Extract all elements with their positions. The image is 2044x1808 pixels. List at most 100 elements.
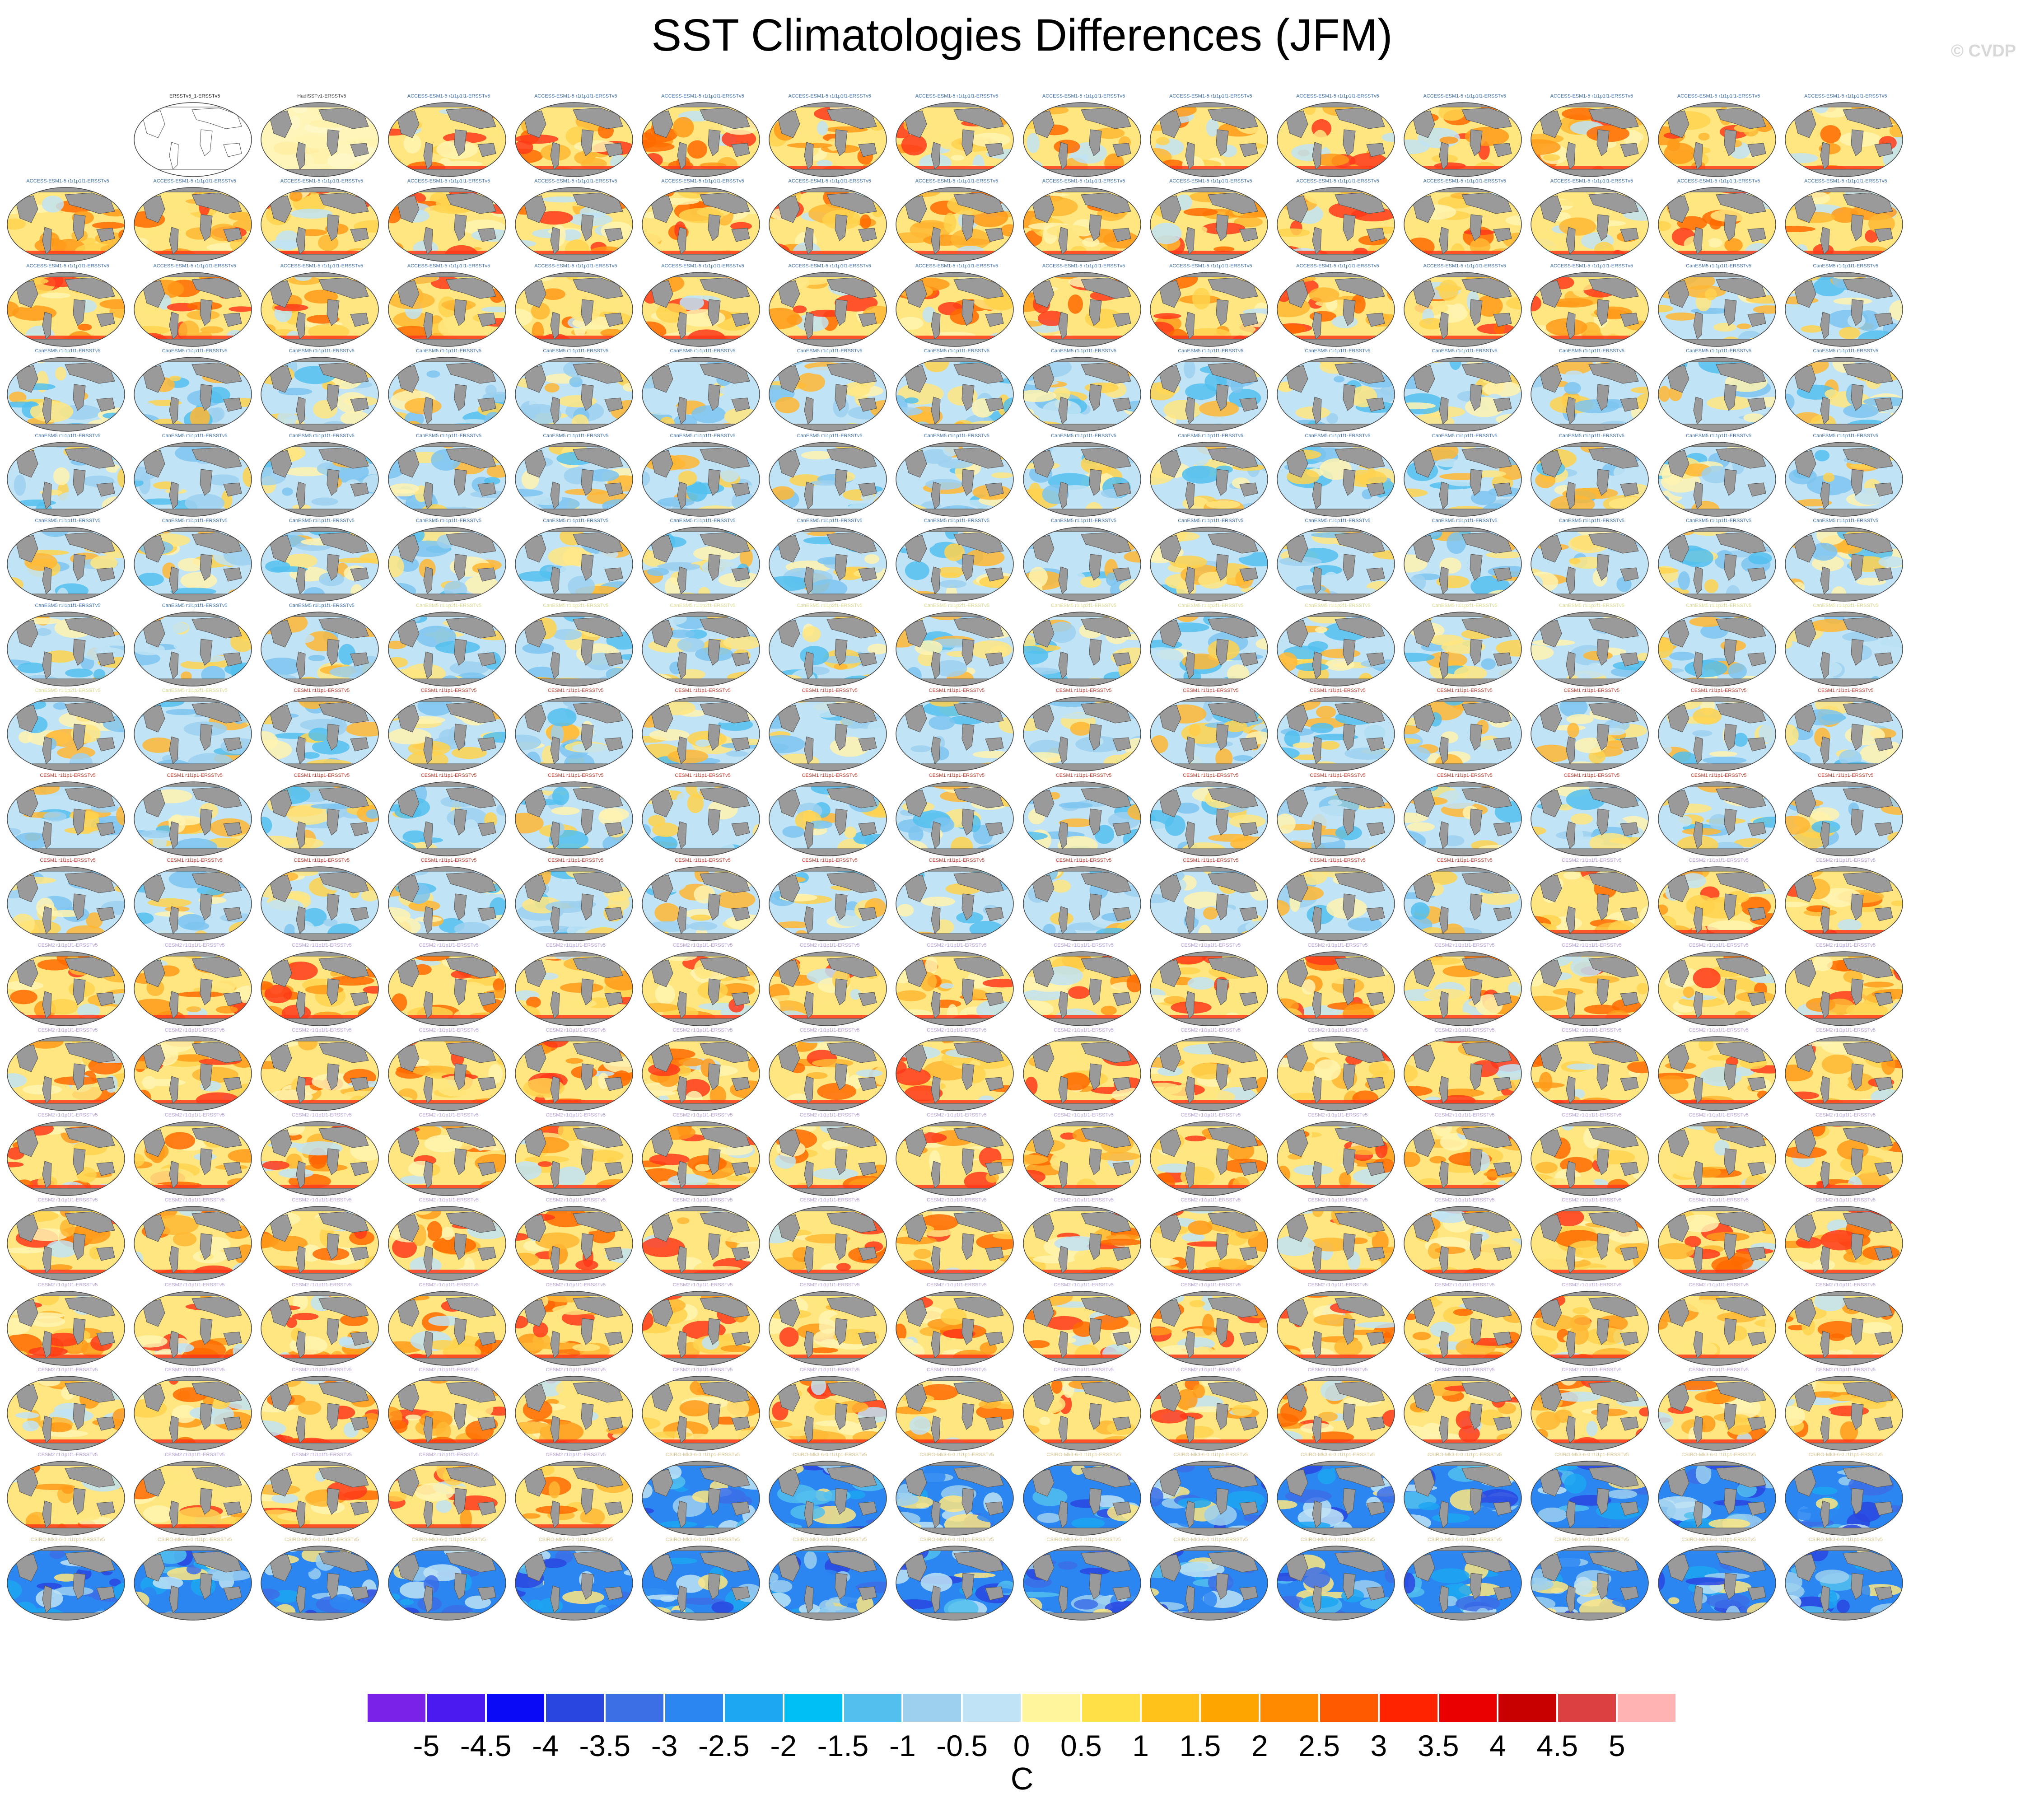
map-panel: CESM1 r1i1p1-ERSSTv5: [1403, 772, 1526, 857]
map-panel: CanESM5 r1i1p1f1-ERSSTv5: [133, 602, 256, 687]
colorbar-ticks: -5 -4.5 -4 -3.5 -3 -2.5 -2 -1.5 -1 -0.5 0 0.5 1 1.5 2 2…: [367, 1730, 1676, 1761]
sst-difference-map: [261, 612, 379, 687]
panel-title: CESM2 r1i1p1f1-ERSSTv5: [164, 1112, 225, 1118]
panel-title: CanESM5 r1i1p1f1-ERSSTv5: [416, 518, 482, 523]
colorbar-tick-label: -3.5: [579, 1729, 631, 1762]
sst-difference-map: [134, 1461, 252, 1536]
map-panel: CESM1 r1i1p1-ERSSTv5: [6, 772, 129, 857]
sst-difference-map: [769, 1036, 887, 1111]
panel-title: CanESM5 r1i1p1f1-ERSSTv5: [1432, 518, 1498, 523]
sst-difference-map: [1150, 357, 1268, 432]
map-panel: CESM2 r1i1p1f1-ERSSTv5: [260, 1451, 383, 1536]
figure-title: SST Climatologies Differences (JFM): [651, 10, 1393, 61]
sst-difference-map: [896, 527, 1014, 602]
panel-title: CanESM5 r1i1p1f1-ERSSTv5: [670, 433, 736, 439]
panel-title: CESM2 r1i1p1f1-ERSSTv5: [1815, 1112, 1876, 1118]
sst-difference-map: [769, 1206, 887, 1281]
sst-difference-map: [1404, 187, 1522, 262]
map-panel: CSIRO-Mk3-6-0 r1i1p1-ERSSTv5: [1276, 1536, 1399, 1621]
map-panel: ACCESS-ESM1-5 r1i1p1f1-ERSSTv5: [1149, 93, 1272, 178]
sst-difference-map: [515, 1121, 633, 1196]
sst-difference-map: [1404, 781, 1522, 856]
sst-difference-map: [1531, 1036, 1649, 1111]
map-panel: CESM2 r1i1p1f1-ERSSTv5: [387, 1027, 510, 1112]
sst-difference-map: [642, 1291, 760, 1366]
colorbar-box: [723, 1693, 784, 1723]
colorbar-tick-label: 4.5: [1536, 1729, 1578, 1762]
panel-title: CSIRO-Mk3-6-0 r1i1p1-ERSSTv5: [1427, 1537, 1502, 1542]
sst-difference-map: [1150, 866, 1268, 941]
panel-title: CESM2 r1i1p1f1-ERSSTv5: [164, 1197, 225, 1203]
panel-title: CanESM5 r1i1p1f1-ERSSTv5: [924, 518, 989, 523]
sst-difference-map: [261, 272, 379, 347]
map-panel: CanESM5 r1i1p1f1-ERSSTv5: [1403, 432, 1526, 517]
panel-title: CanESM5 r1i1p1f1-ERSSTv5: [1686, 518, 1752, 523]
sst-difference-map: [1785, 357, 1903, 432]
map-panel: CESM2 r1i1p1f1-ERSSTv5: [387, 1112, 510, 1196]
panel-title: ACCESS-ESM1-5 r1i1p1f1-ERSSTv5: [280, 263, 364, 269]
sst-difference-map: [1150, 1461, 1268, 1536]
sst-difference-map: [134, 951, 252, 1026]
sst-difference-map: [1150, 187, 1268, 262]
map-panel: CSIRO-Mk3-6-0 r1i1p1-ERSSTv5: [133, 1536, 256, 1621]
map-panel: ACCESS-ESM1-5 r1i1p1f1-ERSSTv5: [514, 178, 637, 262]
map-panel: CanESM5 r1i1p2f1-ERSSTv5: [1403, 602, 1526, 687]
panel-title: CanESM5 r1i1p1f1-ERSSTv5: [924, 433, 989, 439]
map-panel: CanESM5 r1i1p1f1-ERSSTv5: [6, 347, 129, 432]
map-panel: ACCESS-ESM1-5 r1i1p1f1-ERSSTv5: [1022, 262, 1145, 347]
map-panel: CESM2 r1i1p1f1-ERSSTv5: [514, 1112, 637, 1196]
map-panel: CESM2 r1i1p1f1-ERSSTv5: [1530, 1281, 1653, 1366]
map-panel: CESM2 r1i1p1f1-ERSSTv5: [1403, 1281, 1526, 1366]
map-panel: CSIRO-Mk3-6-0 r1i1p1-ERSSTv5: [768, 1451, 891, 1536]
panel-title: ACCESS-ESM1-5 r1i1p1f1-ERSSTv5: [1423, 263, 1506, 269]
sst-difference-map: [1150, 696, 1268, 771]
panel-title: CESM2 r1i1p1f1-ERSSTv5: [799, 943, 860, 948]
sst-difference-map: [1404, 272, 1522, 347]
sst-difference-map: [769, 1546, 887, 1621]
sst-difference-map: [1150, 951, 1268, 1026]
panel-title: CanESM5 r1i1p1f1-ERSSTv5: [162, 603, 228, 608]
map-panel: CESM2 r1i1p1f1-ERSSTv5: [133, 1027, 256, 1112]
map-panel: CanESM5 r1i1p1f1-ERSSTv5: [260, 602, 383, 687]
map-panel: CESM1 r1i1p1-ERSSTv5: [768, 772, 891, 857]
panel-title: ACCESS-ESM1-5 r1i1p1f1-ERSSTv5: [1550, 178, 1633, 184]
panel-title: CESM2 r1i1p1f1-ERSSTv5: [672, 1112, 733, 1118]
sst-difference-map: [1150, 442, 1268, 517]
sst-difference-map: [261, 696, 379, 771]
panel-title: CESM1 r1i1p1-ERSSTv5: [420, 688, 477, 693]
panel-title: CESM2 r1i1p1f1-ERSSTv5: [292, 1028, 352, 1033]
sst-difference-map: [1404, 442, 1522, 517]
map-panel: CESM2 r1i1p1f1-ERSSTv5: [6, 1027, 129, 1112]
map-panel: CESM1 r1i1p1-ERSSTv5: [641, 772, 764, 857]
sst-difference-map: [1785, 696, 1903, 771]
panel-title: ACCESS-ESM1-5 r1i1p1f1-ERSSTv5: [280, 178, 364, 184]
panel-title: CESM2 r1i1p1f1-ERSSTv5: [164, 1028, 225, 1033]
sst-difference-map: [261, 1121, 379, 1196]
panel-title: CESM2 r1i1p1f1-ERSSTv5: [1054, 1282, 1114, 1288]
panel-title: CanESM5 r1i1p1f1-ERSSTv5: [1178, 433, 1244, 439]
panel-title: CESM1 r1i1p1-ERSSTv5: [1437, 688, 1493, 693]
sst-difference-map: [1785, 442, 1903, 517]
sst-difference-map: [1404, 696, 1522, 771]
panel-title: CESM1 r1i1p1-ERSSTv5: [675, 773, 731, 778]
panel-title: ACCESS-ESM1-5 r1i1p1f1-ERSSTv5: [1550, 93, 1633, 99]
sst-difference-map: [515, 612, 633, 687]
sst-difference-map: [515, 1461, 633, 1536]
panel-title: CESM2 r1i1p1f1-ERSSTv5: [927, 1112, 987, 1118]
colorbar-box: [1438, 1693, 1498, 1723]
map-panel: CESM2 r1i1p1f1-ERSSTv5: [1657, 1027, 1780, 1112]
sst-difference-map: [7, 696, 125, 771]
sst-difference-map: [1277, 951, 1395, 1026]
sst-difference-map: [642, 1376, 760, 1451]
panel-title: CanESM5 r1i1p2f1-ERSSTv5: [797, 603, 863, 608]
colorbar-box: [1378, 1693, 1438, 1723]
map-panel: CanESM5 r1i1p1f1-ERSSTv5: [260, 517, 383, 602]
panel-title: CESM2 r1i1p1f1-ERSSTv5: [1181, 1367, 1241, 1373]
map-panel: CanESM5 r1i1p1f1-ERSSTv5: [1530, 517, 1653, 602]
panel-title: CESM2 r1i1p1f1-ERSSTv5: [1181, 1197, 1241, 1203]
sst-difference-map: [1277, 781, 1395, 856]
map-panel: ACCESS-ESM1-5 r1i1p1f1-ERSSTv5: [768, 93, 891, 178]
colorbar-tick-label: 0.5: [1060, 1729, 1102, 1762]
colorbar-box: [1498, 1693, 1558, 1723]
map-panel: ACCESS-ESM1-5 r1i1p1f1-ERSSTv5: [641, 93, 764, 178]
